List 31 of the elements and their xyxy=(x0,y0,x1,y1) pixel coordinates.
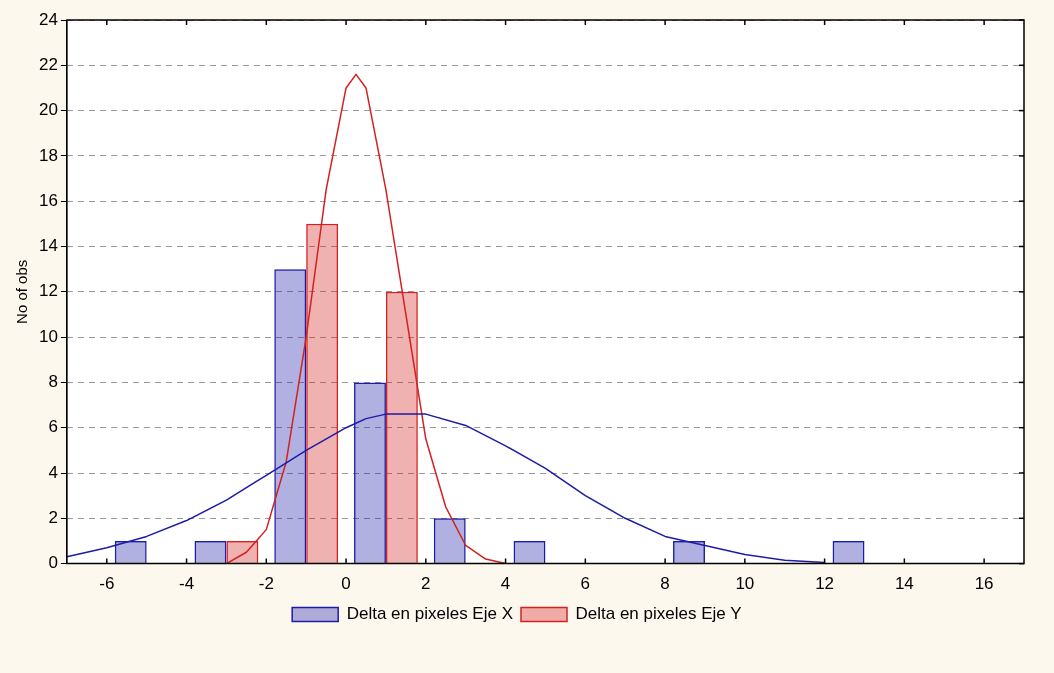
x-tick-label: 0 xyxy=(341,574,351,594)
y-tick-label: 0 xyxy=(48,553,58,573)
y-tick-label: 22 xyxy=(38,54,58,74)
x-tick-label: -4 xyxy=(178,574,195,594)
legend-label: Delta en pixeles Eje X xyxy=(346,604,514,624)
x-tick-label: 16 xyxy=(974,574,994,594)
y-tick-label: 6 xyxy=(48,417,58,437)
x-tick-label: 8 xyxy=(660,574,670,594)
x-tick-label: 2 xyxy=(421,574,431,594)
legend-label: Delta en pixeles Eje Y xyxy=(575,604,742,624)
bar xyxy=(194,540,227,564)
y-tick-label: 8 xyxy=(48,372,58,392)
y-tick-label: 14 xyxy=(38,236,58,256)
x-tick-label: -6 xyxy=(99,574,115,594)
y-tick-label: 4 xyxy=(48,462,58,482)
bar xyxy=(513,540,546,564)
x-tick-label: 4 xyxy=(500,574,511,594)
y-tick-label: 16 xyxy=(38,190,58,210)
bar xyxy=(832,540,865,564)
x-tick-label: 12 xyxy=(815,574,835,594)
y-tick-label: 2 xyxy=(48,507,58,527)
x-tick-label: 6 xyxy=(580,574,591,594)
y-tick-label: 20 xyxy=(38,100,58,120)
x-tick-label: 10 xyxy=(735,574,755,594)
y-tick-label: 12 xyxy=(38,281,58,301)
x-tick-label: -2 xyxy=(258,574,274,594)
y-tick-label: 10 xyxy=(38,326,58,346)
y-axis-title: No of obs xyxy=(13,259,31,324)
y-tick-label: 24 xyxy=(38,9,58,29)
x-tick-label: 14 xyxy=(894,574,914,594)
y-tick-label: 18 xyxy=(38,145,58,165)
